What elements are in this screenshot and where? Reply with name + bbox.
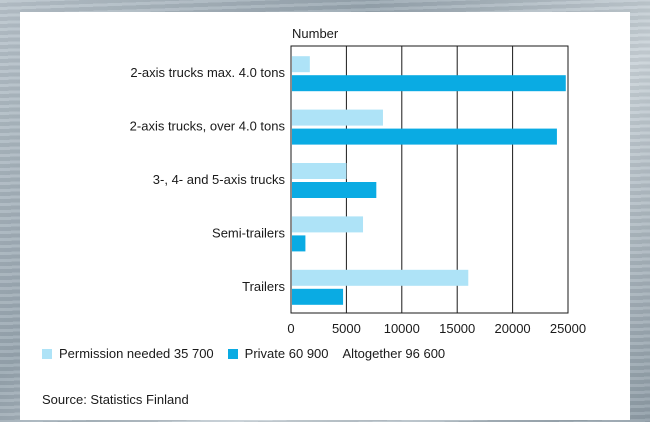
source-note: Source: Statistics Finland (42, 392, 189, 407)
x-tick-label: 10000 (384, 321, 420, 336)
bar-private (292, 288, 344, 305)
chart-panel: 0 5000 10000 15000 20000 25000 Number 2-axis tr… (20, 12, 630, 420)
bar-private (292, 75, 566, 92)
legend-label-private: Private 60 900 (244, 346, 329, 361)
legend-item-permission: Permission needed 35 700 (42, 346, 214, 361)
x-tick-label: 20000 (495, 321, 531, 336)
bar-private (292, 182, 377, 198)
x-tick-label: 0 (287, 321, 294, 336)
x-tick-label: 25000 (550, 321, 586, 336)
bar-private (292, 235, 306, 252)
legend-label-permission: Permission needed 35 700 (59, 346, 214, 361)
category-label: 2-axis trucks, over 4.0 tons (130, 119, 286, 134)
bar-permission (292, 269, 469, 286)
category-label: Semi-trailers (212, 225, 285, 240)
legend-item-private: Private 60 900 (227, 346, 329, 361)
legend-swatch-permission (42, 348, 52, 359)
bar-permission (292, 216, 364, 233)
bar-permission (292, 163, 347, 179)
chart-legend: Permission needed 35 700 Private 60 900 … (42, 346, 459, 361)
legend-swatch-private (227, 348, 238, 359)
x-tick-label: 5000 (332, 321, 361, 336)
bar-permission (292, 109, 383, 126)
bar-private (292, 128, 557, 145)
bar-permission (292, 56, 310, 73)
axis-title: Number (292, 26, 339, 41)
legend-item-total: Altogether 96 600 (343, 346, 446, 361)
category-label: Trailers (242, 279, 285, 294)
label-layer: 0 5000 10000 15000 20000 25000 Number 2-axis tr… (130, 26, 586, 336)
bar-layer (292, 56, 566, 305)
x-tick-label: 15000 (439, 321, 475, 336)
category-label: 2-axis trucks max. 4.0 tons (130, 65, 285, 80)
category-label: 3-, 4- and 5-axis trucks (153, 172, 286, 187)
legend-label-total: Altogether 96 600 (342, 346, 446, 361)
bar-chart: 0 5000 10000 15000 20000 25000 Number 2-axis tr… (130, 26, 586, 336)
